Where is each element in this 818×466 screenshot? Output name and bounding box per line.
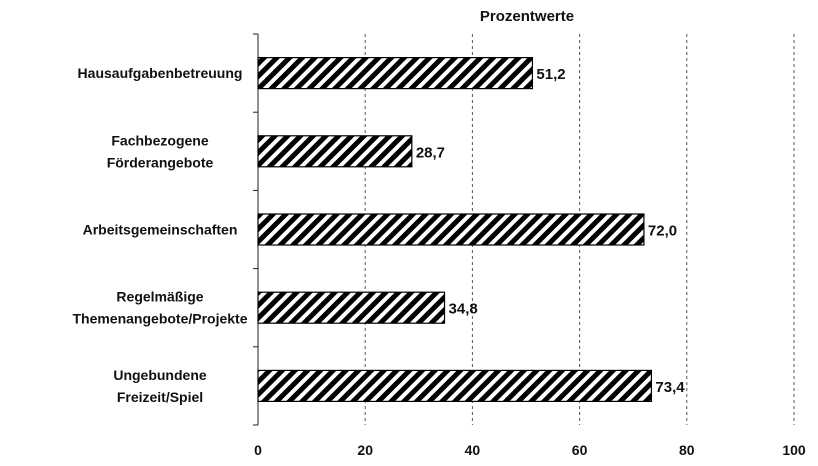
category-label: Ungebundene Freizeit/Spiel — [113, 367, 207, 405]
x-tick-label: 0 — [254, 442, 262, 458]
category-label: Arbeitsgemeinschaften — [83, 222, 238, 238]
value-labels: 51,2 28,7 72,0 34,8 73,4 — [416, 66, 685, 396]
gridlines — [364, 34, 795, 425]
category-labels: Hausaufgabenbetreuung Fachbezogene Fördera… — [72, 65, 247, 405]
value-label: 34,8 — [449, 301, 478, 318]
x-tick-labels: 0 20 40 60 80 100 — [254, 442, 806, 458]
value-label: 28,7 — [416, 144, 445, 161]
category-label: Hausaufgabenbetreuung — [78, 65, 243, 81]
bar — [257, 213, 645, 246]
bars — [257, 56, 653, 402]
chart-title: Prozentwerte — [480, 8, 574, 25]
bar — [257, 135, 413, 168]
bar — [257, 369, 653, 402]
x-tick-label: 80 — [679, 442, 695, 458]
value-label: 51,2 — [536, 66, 565, 83]
x-tick-label: 60 — [572, 442, 588, 458]
bar — [257, 56, 534, 90]
x-tick-label: 40 — [465, 442, 481, 458]
category-label: Fachbezogene Förderangebote — [107, 132, 214, 170]
x-tick-label: 20 — [357, 442, 373, 458]
bar — [257, 291, 446, 324]
value-label: 72,0 — [648, 223, 677, 240]
value-label: 73,4 — [655, 379, 685, 396]
x-tick-label: 100 — [782, 442, 806, 458]
axes — [253, 33, 259, 426]
category-label: Regelmäßige Themenangebote/Projekte — [72, 289, 247, 327]
